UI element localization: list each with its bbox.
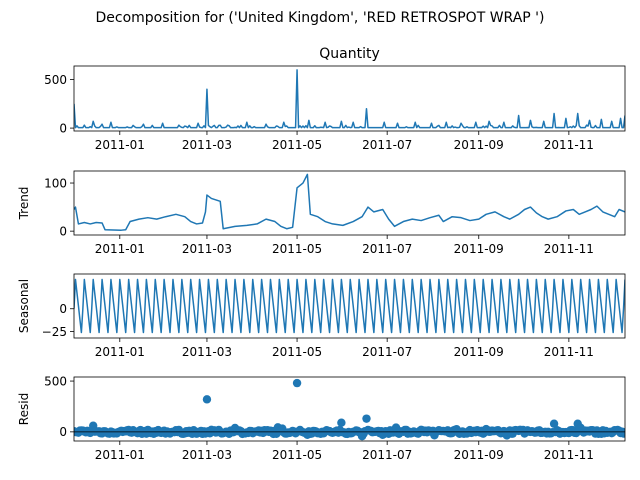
trend-x-tick-label: 2011-03 bbox=[182, 242, 232, 256]
trend-line bbox=[74, 173, 625, 231]
seasonal-x-tick-label: 2011-09 bbox=[454, 345, 504, 359]
resid-point bbox=[549, 419, 559, 428]
seasonal-series bbox=[74, 278, 625, 334]
resid-x-tick-label: 2011-03 bbox=[182, 448, 232, 462]
quantity-x-tick-label: 2011-07 bbox=[362, 138, 412, 152]
trend-axes-frame bbox=[73, 170, 626, 236]
resid-x-tick-label: 2011-07 bbox=[362, 448, 412, 462]
trend-x-tick-label: 2011-05 bbox=[272, 242, 322, 256]
quantity-panel-title: Quantity bbox=[319, 46, 380, 62]
resid-axes-frame bbox=[73, 376, 626, 442]
resid-x-tick-label: 2011-09 bbox=[454, 448, 504, 462]
quantity-x-tick-label: 2011-05 bbox=[272, 138, 322, 152]
seasonal-axes-frame bbox=[73, 273, 626, 339]
quantity-y-tick-label: 0 bbox=[59, 121, 67, 135]
figure-suptitle: Decomposition for ('United Kingdom', 'RE… bbox=[96, 10, 545, 26]
seasonal-y-tick-label: 0 bbox=[59, 302, 67, 316]
seasonal-y-axis-label: Seasonal bbox=[17, 279, 31, 333]
seasonal-x-tick-label: 2011-03 bbox=[182, 345, 232, 359]
resid-x-tick-label: 2011-01 bbox=[95, 448, 145, 462]
trend-y-tick-label: 100 bbox=[44, 176, 67, 190]
quantity-series bbox=[74, 69, 625, 129]
resid-point bbox=[620, 428, 625, 437]
trend-y-axis-label: Trend bbox=[17, 187, 31, 221]
trend-x-tick-label: 2011-01 bbox=[95, 242, 145, 256]
resid-y-tick-label: 500 bbox=[44, 374, 67, 388]
seasonal-y-tick-label: −25 bbox=[42, 325, 67, 339]
quantity-panel: 0 500 2011-01 2011-03 2011-05 2011-07 2011-09 2… bbox=[44, 46, 626, 152]
resid-panel: 0 500 2011-01 2011-03 2011-05 2011-07 2011-09 2… bbox=[17, 374, 626, 462]
resid-series bbox=[74, 378, 625, 441]
trend-series bbox=[74, 173, 625, 231]
trend-y-tick-label: 0 bbox=[59, 224, 67, 238]
resid-x-tick-label: 2011-11 bbox=[544, 448, 594, 462]
seasonal-x-tick-label: 2011-11 bbox=[544, 345, 594, 359]
quantity-x-tick-label: 2011-11 bbox=[544, 138, 594, 152]
resid-point bbox=[362, 414, 371, 423]
quantity-y-tick-label: 500 bbox=[44, 73, 67, 87]
resid-point bbox=[292, 378, 302, 388]
seasonal-line bbox=[74, 278, 625, 334]
seasonal-x-tick-label: 2011-05 bbox=[272, 345, 322, 359]
trend-x-tick-label: 2011-07 bbox=[362, 242, 412, 256]
trend-x-tick-label: 2011-09 bbox=[454, 242, 504, 256]
quantity-line bbox=[74, 69, 625, 129]
seasonal-panel: −25 0 2011-01 2011-03 2011-05 2011-07 2011-09 2… bbox=[17, 273, 626, 359]
resid-y-axis-label: Resid bbox=[17, 393, 31, 425]
resid-y-tick-label: 0 bbox=[59, 425, 67, 439]
seasonal-x-tick-label: 2011-07 bbox=[362, 345, 412, 359]
seasonal-x-tick-label: 2011-01 bbox=[95, 345, 145, 359]
resid-point bbox=[202, 395, 212, 404]
resid-x-tick-label: 2011-05 bbox=[272, 448, 322, 462]
resid-point bbox=[337, 418, 346, 427]
quantity-x-tick-label: 2011-01 bbox=[95, 138, 145, 152]
quantity-x-tick-label: 2011-09 bbox=[454, 138, 504, 152]
quantity-x-tick-label: 2011-03 bbox=[182, 138, 232, 152]
trend-panel: 0 100 2011-01 2011-03 2011-05 2011-07 2011-09 2… bbox=[17, 170, 626, 256]
quantity-axes-frame bbox=[73, 65, 626, 132]
trend-x-tick-label: 2011-11 bbox=[544, 242, 594, 256]
